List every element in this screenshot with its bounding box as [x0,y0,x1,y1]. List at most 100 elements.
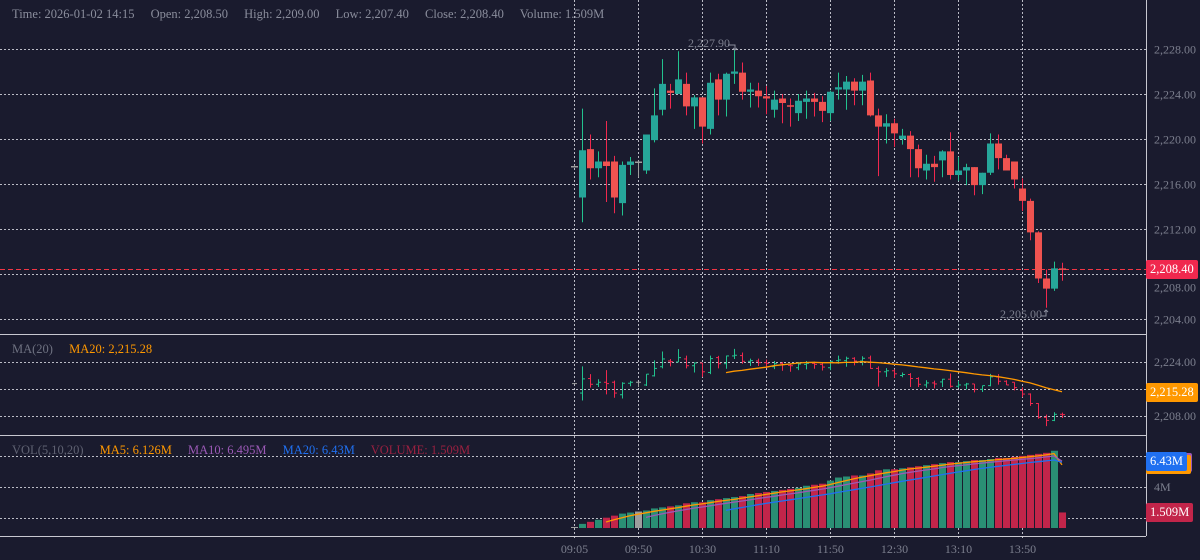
volume-bar [731,497,738,528]
volume-bar [643,510,650,528]
candle-body [819,101,826,111]
volume-bar [1027,454,1034,528]
price-axis-label: 2,204.00 [1154,313,1196,327]
vol-ma10-line [645,455,1063,519]
volume-bar [971,460,978,528]
volume-bar [627,512,634,528]
volume-bar [571,526,578,528]
volume-bar [979,460,986,528]
candle-body [723,73,730,100]
volume-bar [691,502,698,528]
price-axis-label: 2,220.00 [1154,133,1196,147]
volume-bar [771,490,778,528]
ma20-value: MA20: 2,215.28 [69,342,153,356]
candle-body [659,83,666,110]
volume-bar [923,465,930,528]
ma-panel-title: MA(20) [12,342,53,356]
candle-body [779,98,786,103]
candle-body [1059,268,1066,270]
candle-body [875,115,882,127]
time-axis-label: 09:50 [625,542,652,556]
volume-bar [707,500,714,528]
candle-body [739,72,746,92]
high-marker-label: 2,227.90 [688,36,730,50]
legend-low: Low: 2,207.40 [335,7,409,21]
ma-legend: MA(20) MA20: 2,215.28 [12,342,165,357]
volume-bar [803,485,810,528]
vol-ma20-line [725,459,1063,511]
ma20-price-line [725,361,1063,393]
candle-body [859,81,866,91]
candle-body [603,161,610,166]
price-axis-label: 2,224.00 [1154,88,1196,102]
volume-bar [987,458,994,528]
volume-bar [1051,450,1058,528]
vol-ma20-badge: 6.43M [1146,452,1187,471]
candle-body [691,97,698,107]
candle-body [851,81,858,91]
candle-body [883,123,890,127]
volume-bar [611,515,618,528]
candle-body [931,163,938,168]
candle-body [923,163,930,171]
candle-body [787,105,794,107]
time-axis-label: 13:10 [945,542,972,556]
time-axis-label: 12:30 [881,542,908,556]
legend-open: Open: 2,208.50 [150,7,229,21]
candle-body [619,164,626,204]
vol-ma20-value: MA20: 6.43M [282,443,355,457]
candle-body [963,167,970,171]
time-axis-label: 11:10 [753,542,780,556]
candle-body [955,170,962,175]
current-price-badge: 2,208.40 [1146,260,1198,279]
price-axis-label: 2,228.00 [1154,43,1196,57]
volume-bar [659,507,666,528]
candle-body [1043,278,1050,289]
volume-bar [1019,455,1026,528]
legend-high: High: 2,209.00 [244,7,320,21]
candle-body [1051,268,1058,289]
volume-bar [1035,453,1042,528]
volume-bar [811,484,818,528]
volume-bar [867,473,874,528]
ma20-price-badge: 2,215.28 [1146,383,1198,402]
candle-body [811,98,818,102]
volume-bar [779,489,786,528]
candle-body [635,161,642,163]
price-axis-label: 2,208.00 [1154,281,1196,295]
volume-bar [875,470,882,528]
ma-axis-label: 2,224.00 [1154,355,1196,369]
legend-close: Close: 2,208.40 [425,7,504,21]
volume-bar [931,464,938,528]
volume-bar [675,505,682,528]
volume-badge: 1.509M [1146,503,1194,522]
volume-bar [907,467,914,528]
candle-body [907,135,914,150]
candle-body [987,143,994,173]
legend-time: Time: 2026-01-02 14:15 [12,7,135,21]
volume-bar [827,480,834,528]
candle-body [1019,188,1026,201]
candle-body [995,143,1002,159]
candle-body [867,80,874,116]
candle-body [1027,200,1034,233]
candle-body [579,150,586,198]
volume-bar [1059,512,1066,528]
volume-bar [835,477,842,528]
vol-ma5-line [605,452,1063,523]
volume-bar [683,503,690,528]
volume-bar [787,488,794,528]
candle-body [1035,232,1042,279]
candle-body [795,100,802,114]
volume-bar [859,475,866,528]
candle-body [891,123,898,134]
volume-bar [915,466,922,528]
low-marker-arrow-icon [1041,309,1049,317]
candle-body [675,79,682,94]
volume-bar [651,508,658,528]
volume-bar [795,487,802,528]
candle-body [939,151,946,161]
vol-ma10-value: MA10: 6.495M [188,443,267,457]
candle-body [699,97,706,127]
